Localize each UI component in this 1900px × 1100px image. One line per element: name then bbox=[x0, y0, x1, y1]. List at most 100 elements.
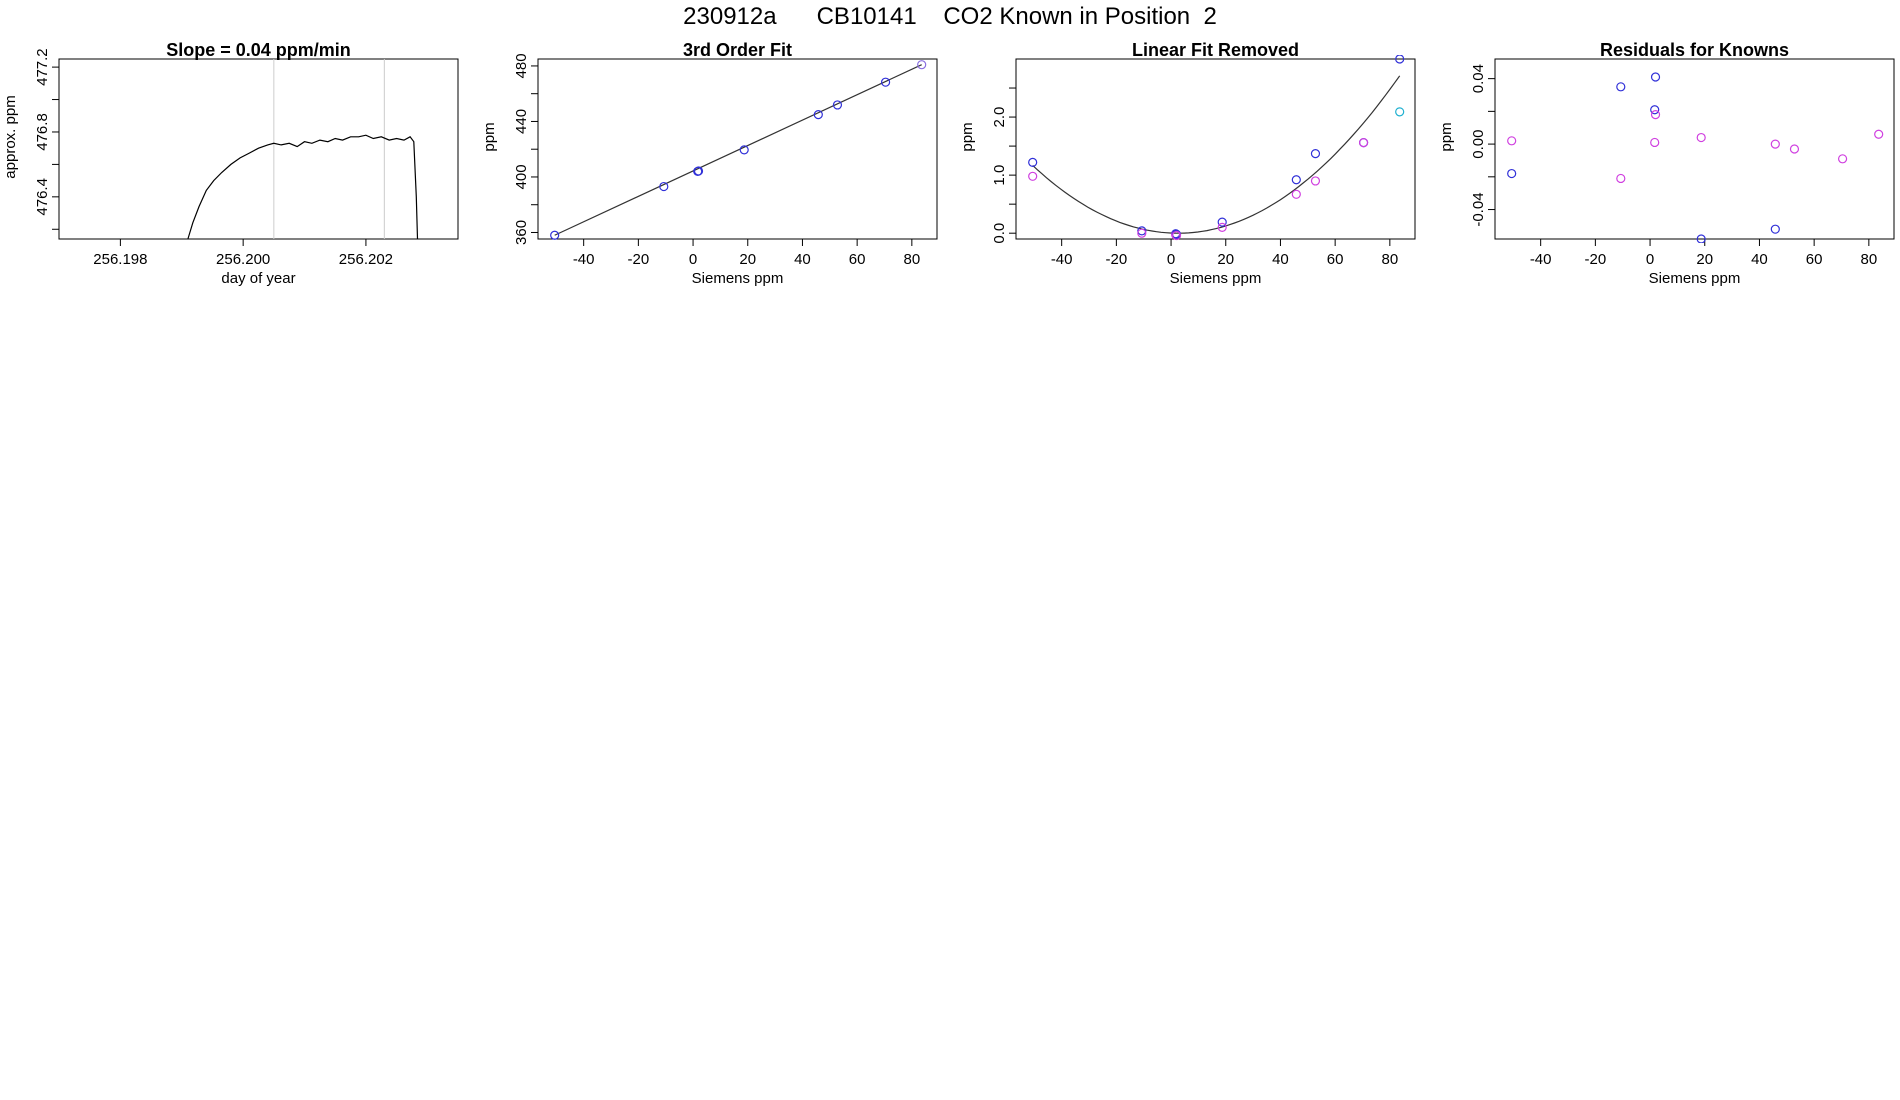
data-point bbox=[1616, 173, 1626, 184]
data-point bbox=[1028, 157, 1038, 167]
y-axis-label: ppm bbox=[1438, 122, 1455, 151]
x-tick-label: 0 bbox=[689, 251, 697, 268]
x-tick-label: 40 bbox=[1272, 251, 1289, 268]
data-point bbox=[1696, 132, 1706, 143]
x-tick-label: -40 bbox=[1530, 251, 1552, 268]
plot-area bbox=[1028, 55, 1405, 241]
x-tick-label: 80 bbox=[1381, 251, 1398, 268]
data-point bbox=[1028, 171, 1038, 181]
chart-linear-fit-removed: Linear Fit Removed -40 -20 0 20 40 60 80 Siemens… bbox=[959, 40, 1416, 287]
x-tick-label: 80 bbox=[1860, 251, 1877, 268]
data-point bbox=[1310, 149, 1321, 159]
y-tick-label: 476.8 bbox=[34, 113, 51, 151]
y-tick-label: -0.04 bbox=[1470, 192, 1487, 226]
plot-frame bbox=[58, 58, 459, 240]
x-axis-label: Siemens ppm bbox=[692, 270, 784, 287]
chart-title: Slope = 0.04 ppm/min bbox=[166, 40, 351, 60]
data-point bbox=[739, 145, 749, 155]
chart-residuals: Residuals for Knowns -40 -20 0 20 40 60 80 Sieme… bbox=[1438, 40, 1895, 287]
x-axis-label: day of year bbox=[221, 270, 295, 287]
y-tick-label: 360 bbox=[513, 220, 530, 245]
x-tick-label: 20 bbox=[1696, 251, 1713, 268]
data-point bbox=[1770, 224, 1780, 234]
data-point bbox=[1770, 139, 1780, 149]
data-point bbox=[1171, 230, 1181, 240]
figure-title: 230912a CB10141 CO2 Known in Position 2 bbox=[683, 3, 1217, 30]
chart-title: Linear Fit Removed bbox=[1132, 40, 1299, 60]
series-line bbox=[187, 134, 419, 240]
plot-area bbox=[1507, 72, 1884, 243]
data-point bbox=[693, 166, 704, 176]
y-axis-label: approx. ppm bbox=[2, 95, 19, 178]
x-tick-label: 256.202 bbox=[339, 251, 393, 268]
data-point bbox=[1696, 234, 1706, 243]
y-tick-label: 476.4 bbox=[34, 178, 51, 216]
x-tick-label: 20 bbox=[739, 251, 756, 268]
data-point bbox=[1837, 154, 1848, 164]
x-tick-label: 40 bbox=[794, 251, 811, 268]
data-point bbox=[659, 181, 669, 192]
x-tick-label: -20 bbox=[1585, 251, 1607, 268]
data-point bbox=[832, 100, 843, 110]
chart-third-order-fit: 3rd Order Fit -40 -20 0 20 40 60 80 Siemens ppm 3… bbox=[481, 40, 938, 287]
data-point bbox=[1616, 82, 1626, 92]
data-point bbox=[1874, 129, 1884, 139]
fit-line bbox=[554, 64, 922, 236]
data-point bbox=[1650, 137, 1660, 148]
x-tick-label: 80 bbox=[903, 251, 920, 268]
y-tick-label: 0.00 bbox=[1470, 129, 1487, 158]
data-point bbox=[1395, 107, 1405, 117]
x-tick-label: 20 bbox=[1217, 251, 1234, 268]
data-point bbox=[1650, 110, 1661, 120]
x-axis-label: Siemens ppm bbox=[1649, 270, 1741, 287]
data-point bbox=[1217, 222, 1227, 232]
x-tick-label: -20 bbox=[628, 251, 650, 268]
x-tick-label: 0 bbox=[1646, 251, 1654, 268]
data-point bbox=[1395, 55, 1405, 64]
y-tick-label: 1.0 bbox=[991, 165, 1008, 186]
y-tick-label: 480 bbox=[513, 53, 530, 78]
data-point bbox=[813, 110, 823, 120]
data-point bbox=[1507, 136, 1517, 146]
y-tick-label: 477.2 bbox=[34, 48, 51, 86]
data-point bbox=[1358, 138, 1369, 148]
data-point bbox=[1789, 144, 1800, 154]
chart-trace: Slope = 0.04 ppm/min 256.198 256.200 256.20… bbox=[2, 40, 459, 287]
x-tick-label: 60 bbox=[1327, 251, 1344, 268]
x-tick-label: 60 bbox=[1806, 251, 1823, 268]
plot-area bbox=[550, 60, 927, 240]
x-tick-label: 60 bbox=[849, 251, 866, 268]
data-point bbox=[550, 230, 560, 240]
x-axis-label: Siemens ppm bbox=[1170, 270, 1262, 287]
data-point bbox=[917, 60, 927, 70]
x-tick-label: -40 bbox=[1051, 251, 1073, 268]
y-tick-label: 400 bbox=[513, 164, 530, 189]
data-point bbox=[1507, 168, 1517, 179]
x-tick-label: 40 bbox=[1751, 251, 1768, 268]
x-tick-label: 256.200 bbox=[216, 251, 270, 268]
data-point bbox=[693, 166, 703, 177]
data-point bbox=[1171, 229, 1182, 239]
y-axis-label: ppm bbox=[481, 122, 498, 151]
plot-frame bbox=[1494, 58, 1895, 240]
y-tick-label: 0.04 bbox=[1470, 64, 1487, 93]
data-point bbox=[1291, 189, 1301, 199]
y-axis-label: ppm bbox=[959, 122, 976, 151]
y-tick-label: 0.0 bbox=[991, 223, 1008, 244]
x-tick-label: 256.198 bbox=[93, 251, 147, 268]
y-tick-label: 2.0 bbox=[991, 107, 1008, 128]
data-point bbox=[1171, 230, 1182, 241]
x-tick-label: -40 bbox=[573, 251, 595, 268]
data-point bbox=[1650, 72, 1661, 82]
y-tick-label: 440 bbox=[513, 109, 530, 134]
data-point bbox=[1217, 217, 1227, 227]
data-point bbox=[1650, 105, 1660, 115]
plot-frame bbox=[537, 58, 938, 240]
data-point bbox=[1137, 228, 1147, 238]
x-tick-label: -20 bbox=[1106, 251, 1128, 268]
data-point bbox=[1358, 138, 1369, 148]
fit-curve bbox=[1032, 75, 1401, 234]
plot-frame bbox=[1015, 58, 1416, 240]
